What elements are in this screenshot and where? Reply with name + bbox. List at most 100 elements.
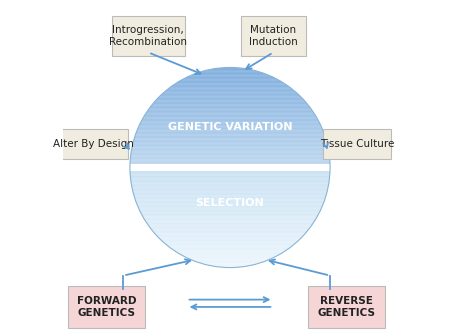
Polygon shape [180, 79, 279, 80]
Polygon shape [204, 264, 255, 265]
Polygon shape [149, 108, 310, 109]
Polygon shape [146, 222, 313, 223]
Polygon shape [179, 254, 280, 255]
Polygon shape [176, 82, 283, 83]
Polygon shape [152, 231, 307, 232]
Polygon shape [131, 151, 328, 152]
Polygon shape [131, 185, 328, 186]
Polygon shape [131, 149, 328, 150]
Polygon shape [133, 142, 326, 143]
Polygon shape [165, 90, 294, 91]
Polygon shape [130, 156, 329, 157]
Polygon shape [162, 93, 297, 94]
Polygon shape [130, 155, 329, 156]
Polygon shape [134, 136, 325, 137]
Polygon shape [199, 71, 260, 72]
Polygon shape [169, 247, 290, 248]
FancyBboxPatch shape [58, 129, 128, 159]
Polygon shape [157, 237, 302, 238]
Polygon shape [136, 131, 323, 132]
Polygon shape [217, 67, 242, 68]
Polygon shape [156, 99, 303, 100]
Polygon shape [140, 212, 319, 213]
Polygon shape [161, 94, 298, 95]
Polygon shape [130, 162, 329, 163]
Polygon shape [185, 77, 274, 78]
Polygon shape [131, 186, 328, 187]
Polygon shape [143, 117, 316, 118]
Polygon shape [150, 106, 309, 107]
Polygon shape [136, 203, 323, 204]
Polygon shape [136, 132, 323, 133]
Polygon shape [170, 86, 289, 87]
Polygon shape [134, 196, 325, 197]
FancyBboxPatch shape [241, 16, 305, 56]
FancyBboxPatch shape [112, 16, 185, 56]
Polygon shape [153, 102, 306, 103]
Polygon shape [183, 256, 276, 257]
Polygon shape [142, 118, 317, 119]
Polygon shape [146, 112, 313, 113]
FancyBboxPatch shape [68, 286, 145, 328]
Polygon shape [140, 122, 319, 123]
Text: Tissue Culture: Tissue Culture [319, 139, 393, 149]
Polygon shape [199, 263, 260, 264]
Polygon shape [152, 103, 307, 104]
Polygon shape [131, 148, 328, 149]
Polygon shape [130, 159, 329, 160]
FancyBboxPatch shape [322, 129, 390, 159]
Polygon shape [139, 208, 320, 209]
Polygon shape [134, 198, 325, 199]
Polygon shape [151, 229, 308, 230]
Polygon shape [150, 228, 309, 229]
Text: SELECTION: SELECTION [195, 198, 264, 207]
Polygon shape [155, 100, 304, 102]
Polygon shape [166, 245, 293, 246]
Polygon shape [207, 69, 252, 70]
Polygon shape [133, 193, 326, 194]
Polygon shape [131, 150, 328, 151]
Polygon shape [138, 127, 321, 128]
Polygon shape [134, 195, 325, 196]
Polygon shape [207, 265, 252, 266]
Text: FORWARD
GENETICS: FORWARD GENETICS [77, 296, 136, 318]
Polygon shape [145, 220, 314, 221]
Polygon shape [135, 201, 324, 202]
FancyBboxPatch shape [308, 286, 384, 328]
Polygon shape [164, 91, 295, 92]
Polygon shape [179, 80, 280, 81]
Polygon shape [217, 267, 242, 268]
Polygon shape [139, 125, 320, 126]
Polygon shape [187, 76, 272, 77]
Polygon shape [132, 188, 327, 189]
Polygon shape [133, 140, 326, 141]
Polygon shape [180, 255, 279, 256]
Text: GENETIC VARIATION: GENETIC VARIATION [168, 123, 291, 132]
Polygon shape [130, 174, 329, 175]
Polygon shape [130, 161, 329, 162]
Polygon shape [134, 137, 325, 138]
Polygon shape [164, 243, 295, 244]
Polygon shape [137, 205, 322, 206]
Polygon shape [166, 89, 293, 90]
Polygon shape [131, 152, 328, 153]
Polygon shape [132, 143, 327, 144]
Polygon shape [132, 145, 327, 146]
Polygon shape [134, 197, 325, 198]
Polygon shape [165, 244, 294, 245]
Polygon shape [169, 87, 290, 88]
Polygon shape [130, 160, 329, 161]
Polygon shape [149, 107, 310, 108]
Text: REVERSE
GENETICS: REVERSE GENETICS [317, 296, 375, 318]
Polygon shape [130, 173, 329, 174]
Polygon shape [212, 266, 247, 267]
Polygon shape [130, 154, 329, 155]
Polygon shape [141, 215, 318, 216]
Polygon shape [143, 116, 316, 117]
Polygon shape [135, 133, 324, 134]
Polygon shape [157, 97, 302, 98]
Polygon shape [160, 95, 299, 96]
Polygon shape [137, 206, 322, 207]
Polygon shape [192, 74, 267, 75]
Polygon shape [130, 176, 329, 177]
